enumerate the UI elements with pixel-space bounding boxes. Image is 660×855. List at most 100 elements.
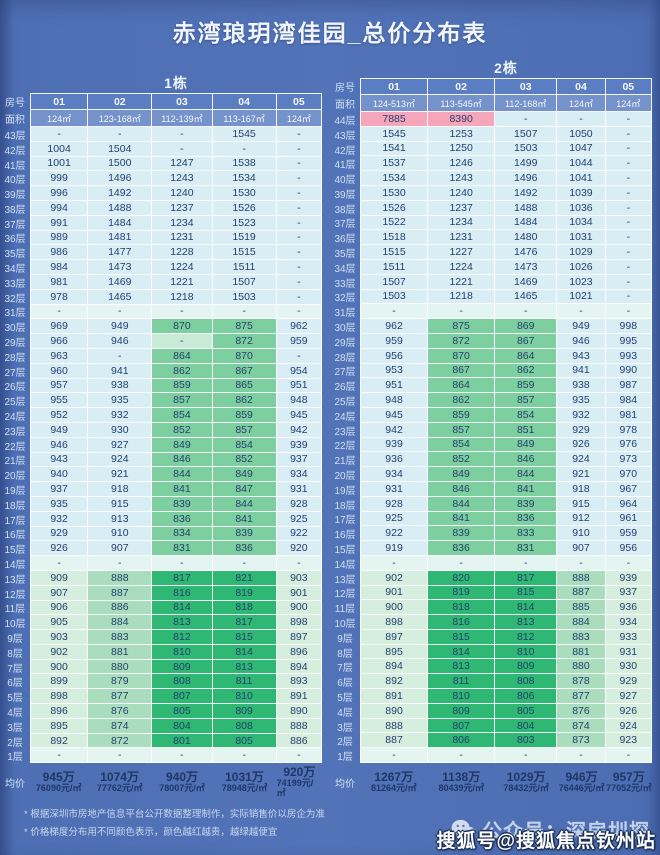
price-cell: 976 bbox=[605, 437, 652, 453]
price-cell: - bbox=[276, 274, 323, 290]
price-cell: 812 bbox=[152, 630, 213, 645]
floor-label: 11层 bbox=[334, 604, 356, 616]
price-cell: 1523 bbox=[212, 215, 277, 231]
room-number-header: 01 bbox=[360, 78, 429, 95]
price-cell: 7885 bbox=[360, 112, 429, 127]
price-cell: 1534 bbox=[360, 171, 429, 186]
price-cell: 1465 bbox=[495, 289, 558, 305]
price-cell: 872 bbox=[88, 733, 153, 749]
price-cell: 924 bbox=[557, 452, 606, 468]
price-cell: 849 bbox=[152, 437, 213, 453]
price-cell: 888 bbox=[88, 570, 153, 586]
avg-price-cell: 1074万 77762元/㎡ bbox=[87, 766, 151, 798]
price-cell: - bbox=[605, 185, 652, 201]
price-cell: 1041 bbox=[557, 171, 606, 186]
floor-label: 41层 bbox=[334, 160, 356, 172]
price-cell: 844 bbox=[428, 496, 496, 512]
price-cell: - bbox=[276, 304, 323, 320]
price-cell: 1515 bbox=[212, 245, 277, 261]
price-cell: 912 bbox=[557, 511, 606, 527]
price-cell: 1534 bbox=[212, 171, 277, 187]
price-cell: 816 bbox=[428, 615, 496, 630]
wechat-account-text: 公众号：深房圳探 bbox=[482, 821, 650, 843]
price-cell: 926 bbox=[30, 541, 89, 557]
price-cell: 811 bbox=[428, 674, 496, 690]
price-cell: 805 bbox=[495, 703, 558, 719]
price-cell: 887 bbox=[88, 585, 153, 601]
area-header-label: 面积 bbox=[335, 100, 355, 111]
price-cell: 839 bbox=[428, 526, 496, 542]
price-cell: 1026 bbox=[557, 259, 606, 275]
price-cell: - bbox=[495, 304, 558, 320]
price-cell: 878 bbox=[557, 674, 606, 690]
floor-label: 27层 bbox=[4, 367, 26, 379]
floor-label: 5层 bbox=[7, 693, 23, 705]
floor-label: 34层 bbox=[4, 264, 26, 276]
price-cell: 949 bbox=[30, 422, 89, 438]
price-cell: 931 bbox=[605, 644, 652, 660]
price-cell: 945 bbox=[360, 407, 429, 423]
price-cell: 883 bbox=[88, 630, 153, 645]
price-cell: 905 bbox=[30, 615, 89, 631]
price-cell: 886 bbox=[276, 733, 323, 749]
price-cell: 963 bbox=[30, 348, 89, 364]
price-cell: 859 bbox=[212, 408, 277, 423]
price-cell: 864 bbox=[495, 348, 558, 364]
price-cell: 888 bbox=[557, 570, 606, 586]
price-cell: 870 bbox=[212, 348, 277, 364]
floor-label: 10层 bbox=[334, 619, 356, 630]
area-cell: 124㎡ bbox=[605, 95, 652, 112]
price-cell: 941 bbox=[88, 363, 153, 379]
floor-label: 15层 bbox=[334, 545, 356, 557]
floor-label: 27层 bbox=[334, 367, 356, 379]
price-cell: 896 bbox=[30, 704, 89, 719]
room-number-header: 03 bbox=[152, 93, 213, 110]
price-cell: 990 bbox=[605, 363, 652, 379]
floor-label: 21层 bbox=[334, 456, 356, 468]
floor-label: 29层 bbox=[334, 337, 356, 349]
price-cell: 1224 bbox=[152, 260, 213, 275]
price-cell: 1031 bbox=[557, 230, 606, 246]
price-cell: - bbox=[428, 555, 496, 571]
price-cell: 1492 bbox=[88, 186, 153, 201]
price-cell: 1237 bbox=[428, 200, 496, 216]
price-cell: 884 bbox=[88, 615, 153, 631]
floor-label: 17层 bbox=[4, 515, 26, 527]
price-cell: - bbox=[495, 748, 558, 764]
floor-label: 37层 bbox=[334, 219, 356, 231]
price-cell: - bbox=[360, 304, 429, 320]
price-cell: - bbox=[30, 748, 89, 764]
price-cell: - bbox=[30, 127, 89, 142]
price-cell: 874 bbox=[88, 718, 153, 734]
floor-label: 28层 bbox=[4, 352, 26, 364]
price-cell: 1537 bbox=[360, 156, 429, 172]
price-cell: - bbox=[605, 748, 652, 764]
price-cell: 1228 bbox=[152, 245, 213, 261]
floor-label: 7层 bbox=[7, 663, 23, 675]
price-cell: 862 bbox=[152, 363, 213, 379]
price-cell: 1503 bbox=[212, 289, 277, 305]
price-cell: 1473 bbox=[495, 259, 558, 275]
floor-label: 5层 bbox=[337, 692, 353, 704]
price-cell: - bbox=[495, 555, 558, 571]
price-cell: 1231 bbox=[428, 230, 496, 246]
price-cell: - bbox=[212, 141, 277, 157]
price-cell: 884 bbox=[557, 615, 606, 630]
floor-label: 11层 bbox=[4, 604, 26, 616]
price-cell: 896 bbox=[276, 644, 323, 660]
price-cell: 938 bbox=[557, 378, 606, 394]
price-cell: 1473 bbox=[88, 260, 153, 275]
area-cell: 113-545㎡ bbox=[428, 95, 496, 112]
price-cell: 810 bbox=[212, 689, 277, 705]
price-cell: 898 bbox=[360, 615, 429, 630]
price-cell: 966 bbox=[30, 334, 89, 349]
price-cell: - bbox=[276, 127, 323, 142]
price-cell: - bbox=[212, 748, 277, 764]
price-cell: - bbox=[276, 245, 323, 261]
price-cell: 1481 bbox=[88, 230, 153, 246]
price-cell: - bbox=[276, 171, 323, 187]
price-cell: 1545 bbox=[360, 126, 429, 142]
price-cell: 922 bbox=[276, 526, 323, 542]
floor-label: 23层 bbox=[4, 426, 26, 438]
price-cell: 836 bbox=[152, 511, 213, 527]
